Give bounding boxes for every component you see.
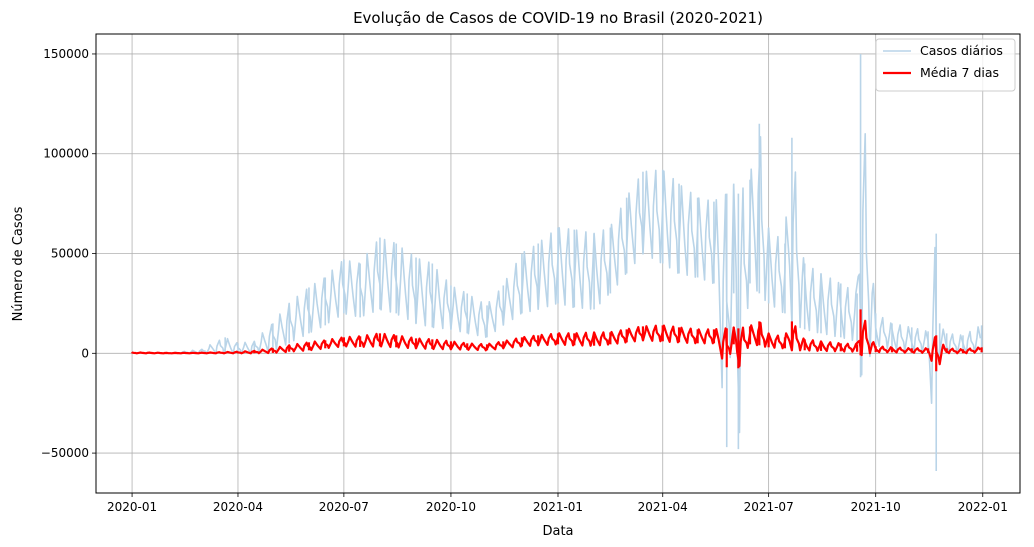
x-tick-label: 2020-04 [213, 500, 263, 514]
y-tick-label: 150000 [43, 47, 89, 61]
legend-box [875, 38, 1016, 92]
moving-average-series [130, 309, 983, 372]
y-tick-label: 0 [81, 346, 89, 360]
y-tick-label: 50000 [51, 247, 89, 261]
x-tick-label: 2022-01 [958, 500, 1008, 514]
x-tick-label: 2021-01 [533, 500, 583, 514]
legend: Casos diários Média 7 dias [875, 38, 1016, 92]
legend-label-daily: Casos diários [920, 43, 1003, 58]
x-tick-label: 2021-07 [744, 500, 794, 514]
y-tick-label: −50000 [41, 446, 89, 460]
x-tick-label: 2020-01 [107, 500, 157, 514]
x-axis-title: Data [542, 524, 573, 539]
y-axis-title: Número de Casos [11, 206, 26, 321]
x-axis-ticks: 2020-01 2020-04 2020-07 2020-10 2021-01 2021-… [107, 493, 1008, 514]
x-tick-label: 2021-10 [851, 500, 901, 514]
chart-title: Evolução de Casos de COVID-19 no Brasil … [353, 9, 763, 27]
x-tick-label: 2021-04 [638, 500, 688, 514]
x-tick-label: 2020-10 [426, 500, 476, 514]
x-tick-label: 2020-07 [319, 500, 369, 514]
legend-label-avg: Média 7 dias [920, 65, 999, 80]
y-tick-label: 100000 [43, 147, 89, 161]
y-axis-ticks: −50000 0 50000 100000 150000 [41, 47, 96, 460]
